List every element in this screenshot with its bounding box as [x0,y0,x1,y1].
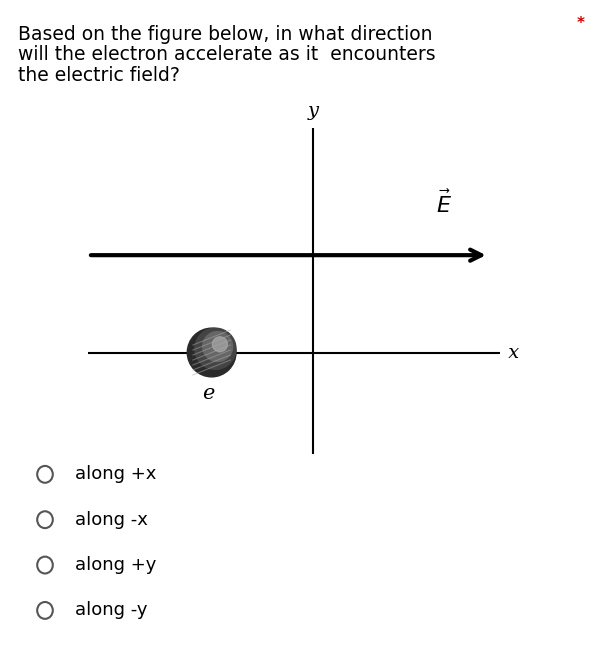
Text: along +y: along +y [75,556,157,574]
Circle shape [203,332,233,362]
Text: Based on the figure below, in what direction: Based on the figure below, in what direc… [18,25,433,43]
Text: the electric field?: the electric field? [18,66,180,85]
Text: along -x: along -x [75,511,148,529]
Circle shape [195,328,236,369]
Text: along -y: along -y [75,601,148,619]
Text: will the electron accelerate as it  encounters: will the electron accelerate as it encou… [18,45,436,64]
Circle shape [212,337,227,352]
Text: y: y [307,102,318,121]
Text: along +x: along +x [75,465,157,483]
Text: $\vec{E}$: $\vec{E}$ [436,191,452,218]
Text: x: x [502,343,519,362]
Text: *: * [577,16,585,31]
Text: e: e [202,384,214,403]
Circle shape [187,328,236,377]
